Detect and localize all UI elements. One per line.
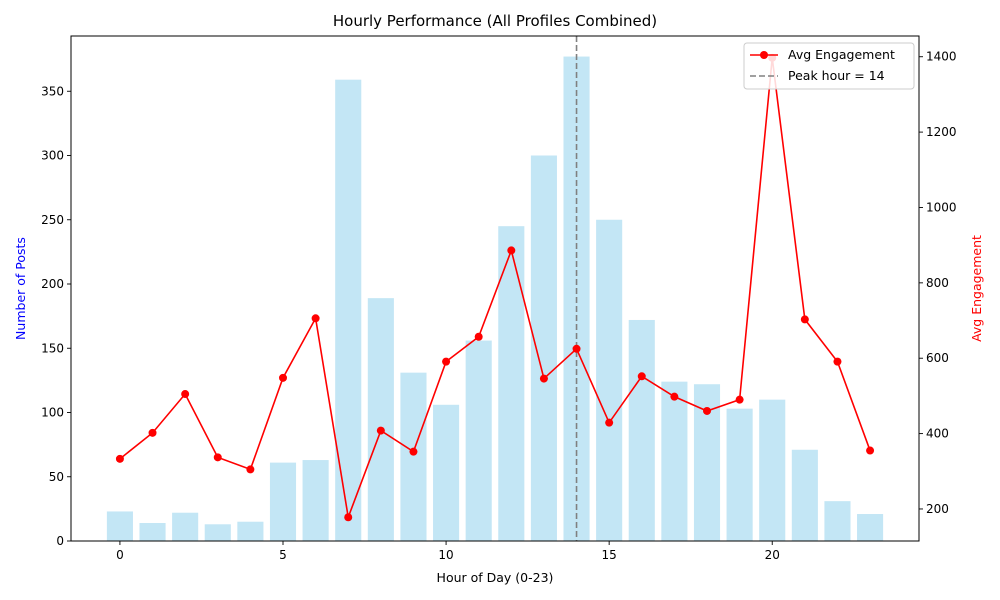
engagement-point-hour-22 — [833, 357, 842, 366]
y-axis-right-title: Avg Engagement — [969, 235, 984, 342]
x-tick-label: 0 — [116, 548, 124, 562]
posts-bar-hour-16 — [628, 319, 655, 541]
engagement-point-hour-5 — [279, 373, 287, 382]
engagement-point-hour-15 — [605, 418, 614, 427]
engagement-point-hour-9 — [409, 447, 418, 456]
engagement-point-hour-6 — [311, 314, 320, 323]
posts-bar-hour-12 — [498, 226, 525, 542]
x-axis: 0 5 10 15 20 — [116, 541, 780, 562]
posts-bar-hour-17 — [661, 381, 688, 541]
legend-engagement-marker — [760, 51, 768, 59]
y-right-tick-label: 600 — [926, 351, 949, 365]
engagement-point-hour-17 — [670, 392, 679, 401]
posts-bar-hour-5 — [269, 462, 297, 541]
plot-frame — [70, 35, 920, 542]
engagement-point-hour-16 — [637, 372, 646, 381]
posts-bar-hour-2 — [172, 512, 199, 541]
engagement-point-hour-10 — [442, 357, 451, 366]
engagement-point-hour-14 — [572, 344, 581, 353]
legend-label-peak-hour: Peak hour = 14 — [788, 68, 885, 83]
engagement-point-hour-7 — [344, 513, 353, 522]
y-right-tick-label: 1400 — [926, 50, 957, 64]
engagement-line — [119, 57, 871, 521]
y-axis-left-title: Number of Posts — [13, 237, 28, 340]
legend: Avg Engagement Peak hour = 14 — [743, 42, 915, 90]
posts-bar-hour-22 — [824, 501, 851, 541]
engagement-point-hour-1 — [148, 428, 157, 437]
y-right-tick-label: 1000 — [926, 200, 957, 214]
engagement-point-hour-19 — [735, 395, 744, 404]
bars-layer — [106, 56, 884, 542]
posts-bar-hour-11 — [465, 340, 492, 541]
posts-bar-hour-15 — [596, 219, 623, 541]
x-axis-title: Hour of Day (0-23) — [437, 570, 554, 585]
engagement-point-hour-13 — [539, 374, 548, 383]
x-tick-label: 15 — [602, 548, 617, 562]
y-left-tick-label: 150 — [41, 341, 64, 355]
y-left-tick-label: 100 — [41, 406, 64, 420]
legend-box — [743, 42, 915, 90]
y-axis-right: 200 400 600 800 1000 1200 1400 — [919, 50, 957, 516]
y-right-tick-label: 1200 — [926, 125, 957, 139]
engagement-line-layer — [115, 53, 875, 522]
y-left-tick-label: 50 — [49, 470, 64, 484]
posts-bar-hour-10 — [433, 404, 460, 541]
engagement-point-hour-11 — [474, 332, 483, 341]
y-left-tick-label: 350 — [41, 84, 64, 98]
engagement-point-hour-4 — [246, 465, 255, 474]
posts-bar-hour-1 — [139, 523, 166, 541]
chart-title: Hourly Performance (All Profiles Combine… — [333, 12, 657, 30]
posts-bar-hour-7 — [335, 79, 362, 541]
x-tick-label: 10 — [438, 548, 453, 562]
posts-bar-hour-3 — [204, 524, 231, 541]
posts-bar-hour-23 — [857, 514, 884, 541]
engagement-point-hour-0 — [115, 454, 124, 463]
y-right-tick-label: 400 — [926, 427, 949, 441]
engagement-point-hour-21 — [800, 315, 809, 324]
posts-bar-hour-19 — [726, 408, 753, 541]
y-left-tick-label: 250 — [41, 213, 64, 227]
x-tick-label: 5 — [279, 548, 287, 562]
engagement-point-hour-23 — [866, 446, 875, 455]
y-axis-left: 0 50 100 150 200 250 300 350 — [41, 84, 71, 548]
posts-bar-hour-6 — [302, 460, 329, 541]
posts-bar-hour-13 — [530, 155, 557, 541]
posts-bar-hour-0 — [106, 511, 133, 541]
y-left-tick-label: 0 — [56, 534, 64, 548]
y-right-tick-label: 200 — [926, 502, 949, 516]
posts-bar-hour-20 — [759, 399, 786, 541]
posts-bar-hour-8 — [367, 298, 394, 541]
y-left-tick-label: 200 — [41, 277, 64, 291]
legend-label-engagement: Avg Engagement — [788, 47, 895, 62]
y-right-tick-label: 800 — [926, 276, 949, 290]
x-tick-label: 20 — [765, 548, 780, 562]
engagement-point-hour-12 — [507, 246, 516, 255]
posts-bar-hour-4 — [237, 521, 264, 541]
y-left-tick-label: 300 — [41, 149, 64, 163]
engagement-point-hour-8 — [376, 426, 385, 435]
engagement-point-hour-18 — [703, 406, 711, 415]
engagement-point-hour-3 — [213, 453, 222, 462]
posts-bar-hour-21 — [791, 449, 818, 541]
posts-bar-hour-9 — [400, 372, 427, 541]
engagement-point-hour-2 — [181, 390, 190, 399]
